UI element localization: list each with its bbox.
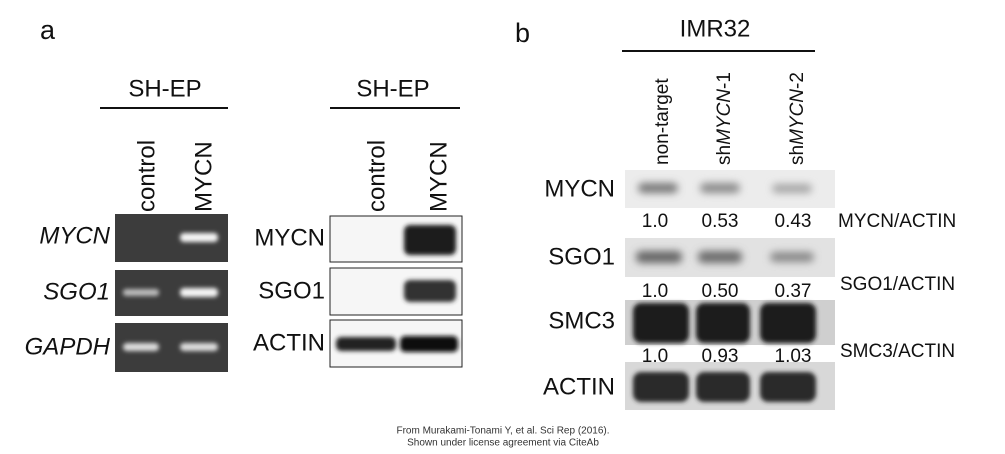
column-gene: MYCN <box>787 89 808 145</box>
column-label: shMYCN-2 <box>787 72 808 165</box>
column-label: non-target <box>652 78 673 165</box>
row-label: SMC3 <box>548 307 615 334</box>
band <box>400 336 458 352</box>
ratio-label: SGO1/ACTIN <box>840 274 955 295</box>
band <box>636 251 682 263</box>
ratio: 1.03 <box>775 346 812 367</box>
ratio: 0.93 <box>702 346 739 367</box>
row-label: MYCN <box>544 175 615 202</box>
band <box>633 372 689 402</box>
band <box>123 289 159 296</box>
panel-label: a <box>40 15 56 45</box>
band <box>123 343 159 351</box>
ratio-label: MYCN/ACTIN <box>838 211 956 232</box>
band <box>772 184 812 193</box>
band <box>336 337 396 351</box>
blot <box>625 170 835 410</box>
band <box>760 303 816 343</box>
band <box>700 183 740 193</box>
row-label: SGO1 <box>548 243 615 270</box>
column-label: control <box>363 140 390 212</box>
band <box>760 372 816 402</box>
band <box>404 280 456 302</box>
column-suffix: -2 <box>787 72 808 89</box>
ratio: 1.0 <box>642 346 668 367</box>
credit: Shown under license agreement via CiteAb <box>407 438 599 449</box>
gel <box>115 214 228 372</box>
band <box>638 183 678 193</box>
band <box>770 252 814 262</box>
credit: From Murakami-Tonami Y, et al. Sci Rep (… <box>396 426 609 437</box>
band <box>633 303 689 343</box>
band <box>404 225 456 255</box>
band <box>696 372 750 402</box>
column-prefix: sh <box>787 145 808 165</box>
row-label: GAPDH <box>25 333 111 360</box>
column-suffix: -1 <box>714 72 735 89</box>
row-label: SGO1 <box>258 277 325 304</box>
row-label: MYCN <box>39 222 110 249</box>
ratio: 0.37 <box>775 281 812 302</box>
column-label: MYCN <box>190 141 217 212</box>
row-label: ACTIN <box>253 329 325 356</box>
ratio-label: SMC3/ACTIN <box>840 341 955 362</box>
blot <box>329 215 463 368</box>
header: SH-EP <box>128 75 201 102</box>
ratio: 0.50 <box>702 281 739 302</box>
column-label: shMYCN-1 <box>714 72 735 165</box>
header: IMR32 <box>680 15 751 42</box>
row-label: ACTIN <box>543 373 615 400</box>
ratio: 0.53 <box>702 211 739 232</box>
band <box>180 288 218 297</box>
ratio: 1.0 <box>642 281 668 302</box>
column-label: MYCN <box>425 141 452 212</box>
row-label: SGO1 <box>43 278 110 305</box>
band <box>698 251 742 263</box>
row-label: MYCN <box>254 224 325 251</box>
column-gene: MYCN <box>714 89 735 145</box>
panel-label: b <box>515 18 530 48</box>
band <box>180 343 218 351</box>
band <box>180 233 218 242</box>
ratio: 0.43 <box>775 211 812 232</box>
column-label: control <box>133 140 160 212</box>
header: SH-EP <box>356 75 429 102</box>
ratio: 1.0 <box>642 211 668 232</box>
band <box>696 303 750 343</box>
column-prefix: sh <box>714 145 735 165</box>
